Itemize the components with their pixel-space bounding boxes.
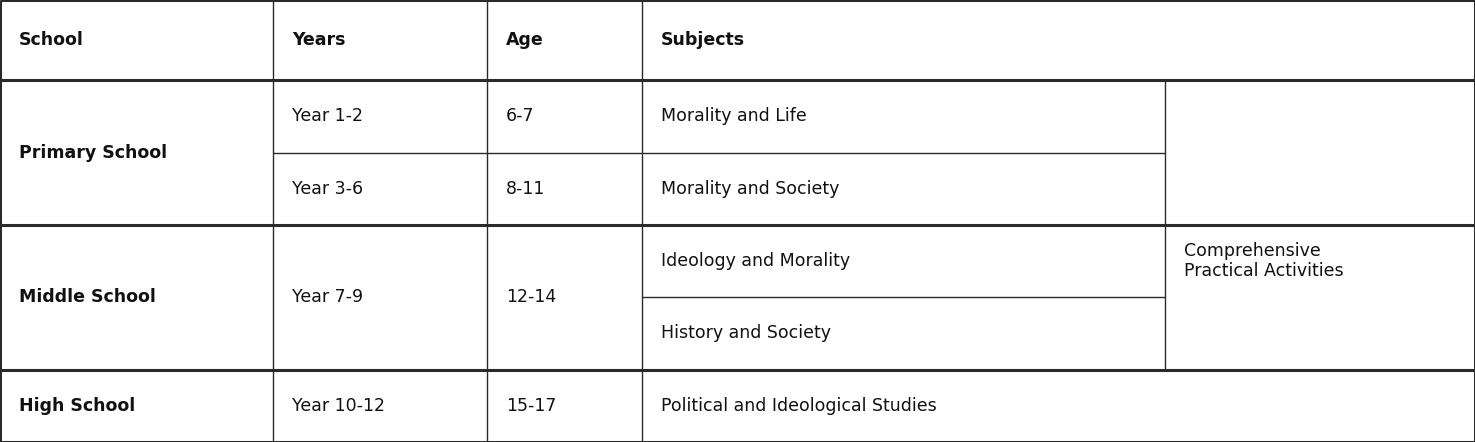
Text: Primary School: Primary School xyxy=(19,144,167,161)
Text: History and Society: History and Society xyxy=(661,324,830,343)
Text: Age: Age xyxy=(506,31,544,49)
Text: Subjects: Subjects xyxy=(661,31,745,49)
Text: 8-11: 8-11 xyxy=(506,180,546,198)
Text: 12-14: 12-14 xyxy=(506,288,556,306)
Text: Year 1-2: Year 1-2 xyxy=(292,107,363,126)
Text: Year 3-6: Year 3-6 xyxy=(292,180,363,198)
Text: Year 10-12: Year 10-12 xyxy=(292,397,385,415)
Text: Years: Years xyxy=(292,31,345,49)
Text: Morality and Life: Morality and Life xyxy=(661,107,807,126)
Text: Comprehensive
Practical Activities: Comprehensive Practical Activities xyxy=(1184,242,1344,281)
Text: Morality and Society: Morality and Society xyxy=(661,180,839,198)
Text: Middle School: Middle School xyxy=(19,288,156,306)
Text: 15-17: 15-17 xyxy=(506,397,556,415)
Text: Year 7-9: Year 7-9 xyxy=(292,288,363,306)
Text: Political and Ideological Studies: Political and Ideological Studies xyxy=(661,397,937,415)
Text: School: School xyxy=(19,31,84,49)
Text: High School: High School xyxy=(19,397,136,415)
Text: Ideology and Morality: Ideology and Morality xyxy=(661,252,850,270)
Text: 6-7: 6-7 xyxy=(506,107,534,126)
